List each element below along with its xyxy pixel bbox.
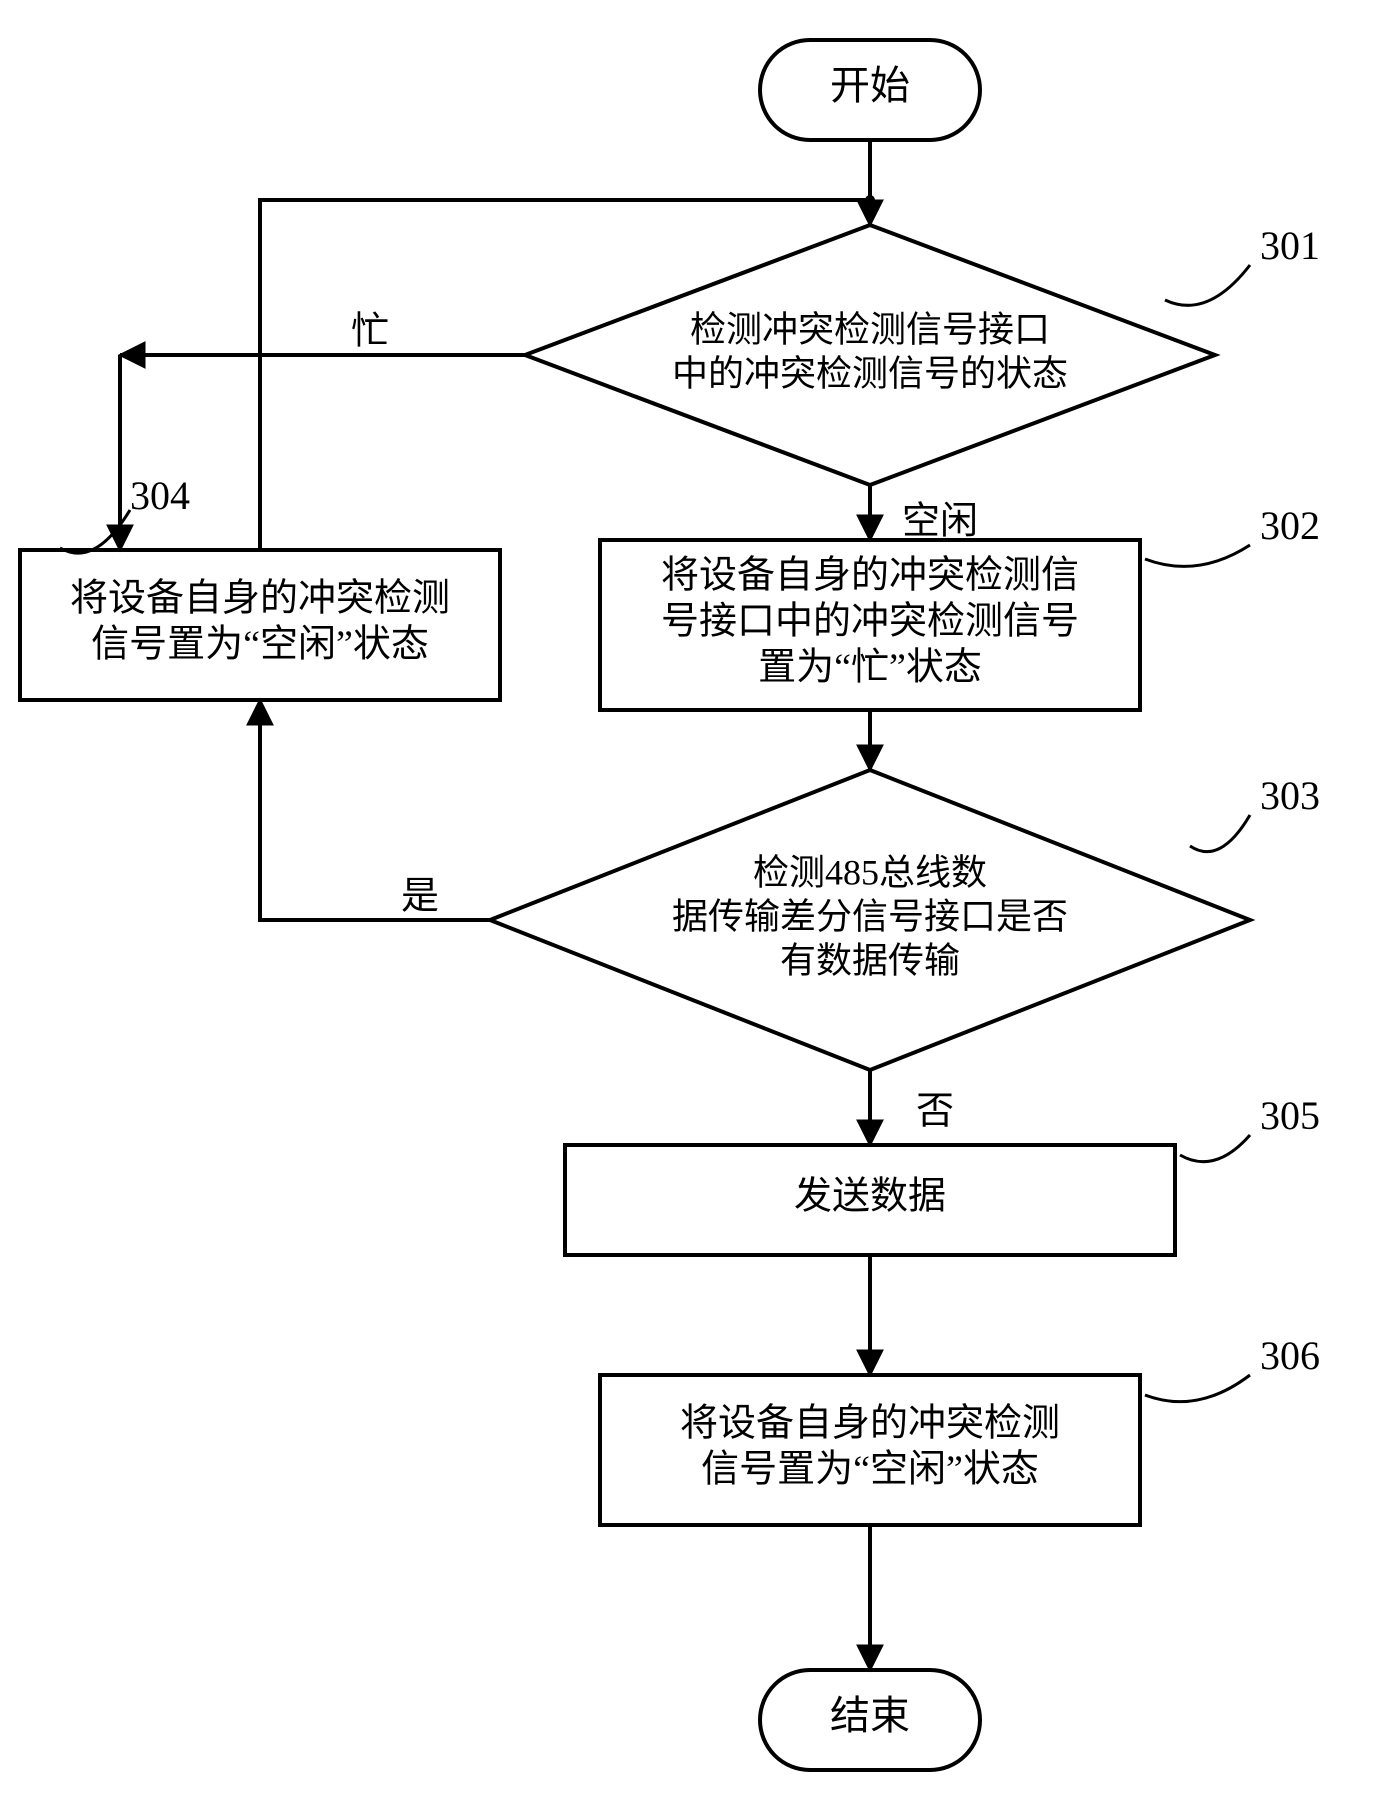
node-text: 将设备自身的冲突检测 bbox=[70, 578, 450, 620]
node-text: 检测冲突检测信号接口 bbox=[690, 309, 1050, 349]
node-text: 中的冲突检测信号的状态 bbox=[672, 353, 1068, 393]
node-text: 有数据传输 bbox=[780, 940, 960, 980]
node-text: 将设备自身的冲突检测信 bbox=[661, 555, 1079, 597]
node-text: 信号置为“空闲”状态 bbox=[701, 1449, 1039, 1491]
edge-label: 空闲 bbox=[902, 501, 978, 543]
node-text: 信号置为“空闲”状态 bbox=[91, 624, 429, 666]
node-text: 置为“忙”状态 bbox=[758, 647, 982, 689]
node-text: 开始 bbox=[830, 63, 910, 108]
node-label: 305 bbox=[1260, 1093, 1320, 1138]
leader-line bbox=[1165, 265, 1250, 305]
leader-line bbox=[1145, 545, 1250, 566]
node-text: 发送数据 bbox=[794, 1176, 946, 1218]
edge-label: 是 bbox=[401, 876, 439, 918]
leader-line bbox=[1180, 1135, 1250, 1162]
node-text: 结束 bbox=[830, 1693, 910, 1738]
edge-label: 否 bbox=[916, 1091, 954, 1133]
junction-dot bbox=[865, 195, 875, 205]
leader-line bbox=[1190, 815, 1250, 852]
node-text: 号接口中的冲突检测信号 bbox=[661, 601, 1079, 643]
node-text: 将设备自身的冲突检测 bbox=[680, 1403, 1060, 1445]
node-label: 303 bbox=[1260, 773, 1320, 818]
leader-line bbox=[1145, 1375, 1250, 1402]
e-303-yes bbox=[260, 700, 490, 920]
node-label: 301 bbox=[1260, 223, 1320, 268]
node-label: 304 bbox=[130, 473, 190, 518]
node-text: 据传输差分信号接口是否 bbox=[672, 896, 1068, 936]
edge-label: 忙 bbox=[351, 311, 389, 353]
node-label: 302 bbox=[1260, 503, 1320, 548]
node-text: 检测485总线数 bbox=[753, 852, 987, 892]
node-label: 306 bbox=[1260, 1333, 1320, 1378]
